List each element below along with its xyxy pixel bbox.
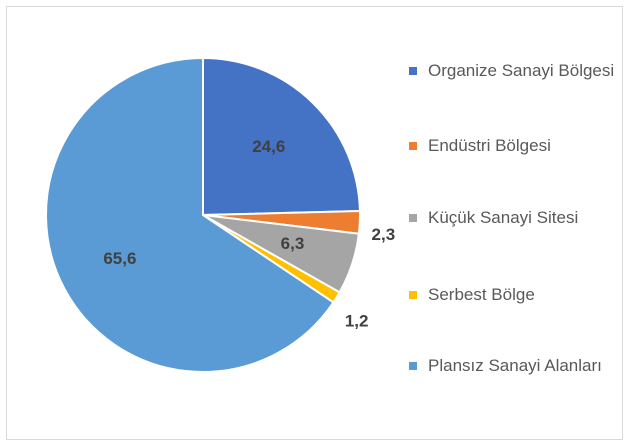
legend-label: Organize Sanayi Bölgesi (428, 61, 615, 80)
legend-label: Serbest Bölge (428, 285, 535, 304)
legend-marker (409, 362, 417, 370)
legend-label: Plansız Sanayi Alanları (428, 356, 602, 375)
legend-label: Endüstri Bölgesi (428, 136, 551, 155)
data-label: 1,2 (345, 311, 369, 330)
pie-slice (45, 56, 335, 373)
legend-marker (409, 214, 417, 222)
data-label: 65,6 (103, 249, 136, 268)
data-label: 24,6 (252, 137, 285, 156)
pie-slice (202, 56, 361, 217)
data-label: 2,3 (372, 225, 396, 244)
legend-marker (409, 142, 417, 150)
legend-marker (409, 291, 417, 299)
data-label: 6,3 (281, 234, 305, 253)
legend-label: Küçük Sanayi Sitesi (428, 208, 579, 227)
legend-marker (409, 67, 417, 75)
